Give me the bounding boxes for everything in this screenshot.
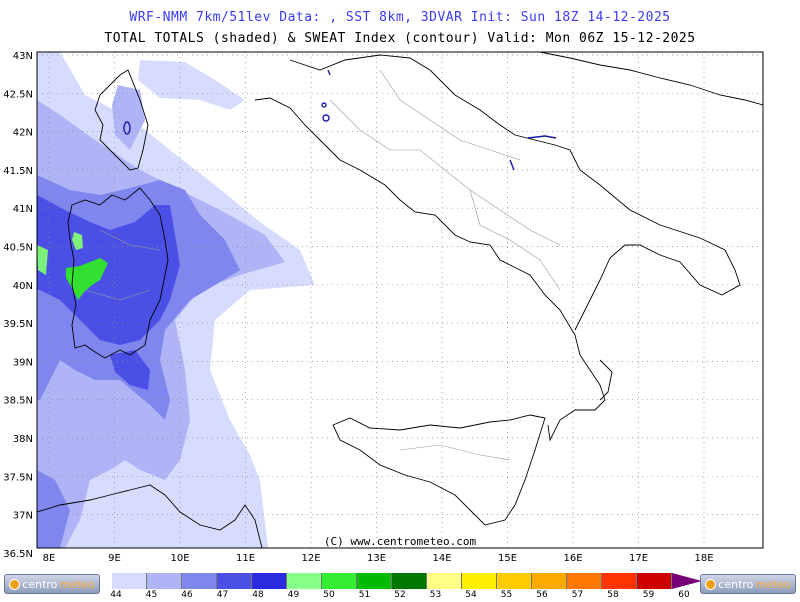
shade-patch-48-b bbox=[72, 232, 83, 250]
logo-text-a: centro bbox=[22, 577, 58, 591]
scale-tick-label: 59 bbox=[642, 590, 655, 600]
scale-swatch bbox=[497, 573, 532, 589]
header-product-info: TOTAL TOTALS (shaded) & SWEAT Index (con… bbox=[104, 31, 696, 46]
header-model-info: WRF-NMM 7km/51lev Data: , SST 8km, 3DVAR… bbox=[129, 10, 671, 25]
total-totals-shading bbox=[37, 52, 315, 548]
lat-lon-grid bbox=[37, 52, 763, 548]
scale-swatch bbox=[637, 573, 672, 589]
lat-label: 38.5N bbox=[3, 396, 33, 407]
logo-text-b: meteo bbox=[59, 577, 95, 591]
latitude-labels: 43N 42.5N 42N 41.5N 41N 40.5N 40N 39.5N 39N 38.5N… bbox=[3, 51, 33, 560]
scale-swatch bbox=[532, 573, 567, 589]
lat-label: 38N bbox=[13, 434, 33, 445]
lon-label: 15E bbox=[498, 553, 517, 564]
logo-left[interactable]: centro meteo bbox=[4, 574, 100, 594]
scale-tick-label: 60 bbox=[678, 590, 690, 600]
lon-label: 9E bbox=[108, 553, 121, 564]
lon-label: 17E bbox=[629, 553, 648, 564]
lon-label: 12E bbox=[301, 553, 320, 564]
lon-label: 8E bbox=[43, 553, 56, 564]
logo-text-a: centro bbox=[718, 577, 754, 591]
color-scale-ticks: 44 45 46 47 48 49 50 51 52 53 54 55 56 57 58 59 60 bbox=[96, 590, 716, 602]
weather-map: 43N 42.5N 42N 41.5N 41N 40.5N 40N 39.5N 39N 38.5N… bbox=[3, 51, 764, 564]
scale-swatch bbox=[602, 573, 637, 589]
scale-swatch bbox=[252, 573, 287, 589]
lon-label: 11E bbox=[236, 553, 255, 564]
shade-patch-48-a bbox=[37, 245, 48, 275]
scale-tick-label: 55 bbox=[500, 590, 513, 600]
scale-tick-label: 54 bbox=[465, 590, 477, 600]
logo-dot-icon bbox=[9, 578, 21, 590]
scale-tick-label: 57 bbox=[571, 590, 584, 600]
logo-text-b: meteo bbox=[755, 577, 791, 591]
lat-label: 39N bbox=[13, 357, 33, 368]
scale-swatch bbox=[217, 573, 252, 589]
scale-swatch bbox=[392, 573, 427, 589]
scale-swatch bbox=[322, 573, 357, 589]
color-scale bbox=[112, 573, 702, 589]
scale-swatch bbox=[357, 573, 392, 589]
lat-label: 39.5N bbox=[3, 319, 33, 330]
scale-tick-label: 45 bbox=[145, 590, 158, 600]
lon-label: 10E bbox=[170, 553, 189, 564]
scale-swatch bbox=[112, 573, 147, 589]
scale-swatch bbox=[182, 573, 217, 589]
lat-label: 37N bbox=[13, 511, 33, 522]
scale-swatch bbox=[567, 573, 602, 589]
lat-label: 42.5N bbox=[3, 89, 33, 100]
scale-tick-label: 44 bbox=[110, 590, 122, 600]
map-frame bbox=[36, 51, 764, 549]
scale-swatch bbox=[287, 573, 322, 589]
sweat-contours bbox=[123, 69, 557, 171]
lon-label: 14E bbox=[432, 553, 451, 564]
lat-label: 40N bbox=[13, 281, 33, 292]
lat-label: 41N bbox=[13, 204, 33, 215]
logo-right[interactable]: centro meteo bbox=[700, 574, 796, 594]
lon-label: 13E bbox=[367, 553, 386, 564]
lon-label: 16E bbox=[563, 553, 582, 564]
shade-patch-49 bbox=[66, 258, 108, 300]
scale-tick-label: 56 bbox=[536, 590, 548, 600]
longitude-labels: 8E 9E 10E 11E 12E 13E 14E 15E 16E 17E 18E bbox=[43, 553, 714, 564]
copyright-text: (C) www.centrometeo.com bbox=[324, 535, 477, 548]
scale-tick-label: 46 bbox=[181, 590, 193, 600]
lat-label: 36.5N bbox=[3, 549, 33, 560]
lat-label: 41.5N bbox=[3, 166, 33, 177]
region-borders bbox=[84, 69, 561, 461]
scale-tick-label: 47 bbox=[216, 590, 229, 600]
scale-tick-label: 53 bbox=[429, 590, 442, 600]
scale-tick-label: 49 bbox=[287, 590, 300, 600]
lat-label: 37.5N bbox=[3, 472, 33, 483]
scale-swatch bbox=[462, 573, 497, 589]
scale-swatch bbox=[147, 573, 182, 589]
scale-tick-label: 48 bbox=[252, 590, 264, 600]
logo-dot-icon bbox=[705, 578, 717, 590]
scale-arrow-icon bbox=[672, 573, 702, 589]
scale-tick-label: 52 bbox=[394, 590, 406, 600]
scale-tick-label: 50 bbox=[323, 590, 335, 600]
scale-tick-label: 51 bbox=[358, 590, 371, 600]
lat-label: 40.5N bbox=[3, 243, 33, 254]
lat-label: 42N bbox=[13, 128, 33, 139]
lon-label: 18E bbox=[694, 553, 713, 564]
coastlines bbox=[37, 52, 763, 548]
lat-label: 43N bbox=[13, 51, 33, 62]
scale-tick-label: 58 bbox=[607, 590, 619, 600]
scale-swatch bbox=[427, 573, 462, 589]
